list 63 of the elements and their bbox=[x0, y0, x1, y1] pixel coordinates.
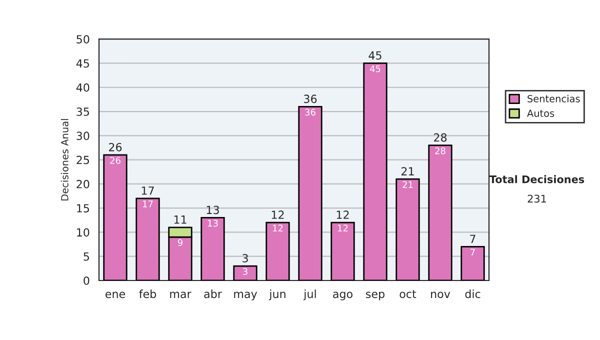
total-label: 17 bbox=[142, 186, 154, 195]
total-label: 21 bbox=[401, 167, 414, 176]
total-label: 3 bbox=[242, 254, 248, 262]
data-label: 13 bbox=[208, 220, 218, 227]
total-label: 12 bbox=[272, 210, 284, 219]
y-tick-label: 25 bbox=[76, 156, 89, 164]
x-tick-label: dic bbox=[465, 290, 480, 298]
y-tick-label: 20 bbox=[76, 180, 90, 188]
total-label: 7 bbox=[470, 234, 476, 243]
x-tick-label: ago bbox=[333, 292, 352, 300]
y-tick-label: 15 bbox=[77, 204, 89, 212]
y-tick-label: 50 bbox=[76, 35, 90, 44]
data-label: 7 bbox=[470, 248, 475, 256]
x-tick-label: mar bbox=[170, 292, 192, 298]
total-label: 28 bbox=[434, 133, 447, 142]
data-label: 28 bbox=[435, 147, 446, 154]
total-label: 45 bbox=[368, 51, 382, 60]
bar bbox=[200, 217, 225, 280]
x-tick-label: jun bbox=[268, 290, 286, 300]
data-label: 36 bbox=[305, 108, 316, 116]
y-axis-title: Decisiones Anual bbox=[60, 119, 68, 200]
total-label: 13 bbox=[206, 206, 219, 214]
y-tick-label: 30 bbox=[76, 132, 90, 140]
bar bbox=[363, 62, 388, 280]
data-label: 9 bbox=[178, 239, 182, 246]
bar bbox=[428, 144, 452, 280]
bar bbox=[330, 222, 355, 280]
x-tick-label: sep bbox=[366, 292, 384, 300]
x-tick-label: jul bbox=[303, 290, 316, 300]
total-label: 12 bbox=[336, 210, 349, 219]
total-label: 11 bbox=[174, 216, 186, 224]
bar bbox=[233, 265, 258, 280]
bar bbox=[396, 178, 420, 280]
data-label: 45 bbox=[370, 65, 380, 72]
text: Total Decisiones bbox=[489, 175, 584, 184]
data-label: 17 bbox=[143, 200, 153, 208]
y-tick-label: 40 bbox=[76, 83, 90, 92]
bar bbox=[298, 106, 322, 280]
x-tick-label: feb bbox=[139, 290, 156, 298]
y-tick-label: 35 bbox=[76, 107, 89, 116]
y-tick-label: 5 bbox=[84, 252, 89, 261]
bar bbox=[266, 222, 290, 280]
legend-label: Sentencias bbox=[528, 94, 580, 102]
data-label: 12 bbox=[273, 224, 283, 232]
x-tick-label: abr bbox=[204, 290, 222, 298]
x-tick-label: may bbox=[234, 292, 258, 300]
text: 231 bbox=[528, 194, 546, 203]
x-tick-label: ene bbox=[106, 292, 126, 298]
y-tick-label: 10 bbox=[77, 228, 90, 237]
x-tick-label: oct bbox=[400, 290, 416, 298]
y-tick-label: 0 bbox=[84, 276, 90, 285]
data-label: 3 bbox=[243, 268, 248, 275]
y-tick-label: 45 bbox=[76, 59, 89, 68]
total-label: 36 bbox=[304, 94, 317, 104]
data-label: 12 bbox=[338, 224, 348, 232]
bar bbox=[103, 154, 128, 280]
legend-label: Autos bbox=[527, 110, 554, 117]
bar bbox=[136, 198, 160, 280]
data-label: 21 bbox=[402, 181, 413, 188]
total-label: 26 bbox=[108, 142, 122, 152]
bar bbox=[460, 246, 485, 280]
x-tick-label: nov bbox=[431, 292, 450, 298]
data-label: 26 bbox=[110, 157, 120, 164]
